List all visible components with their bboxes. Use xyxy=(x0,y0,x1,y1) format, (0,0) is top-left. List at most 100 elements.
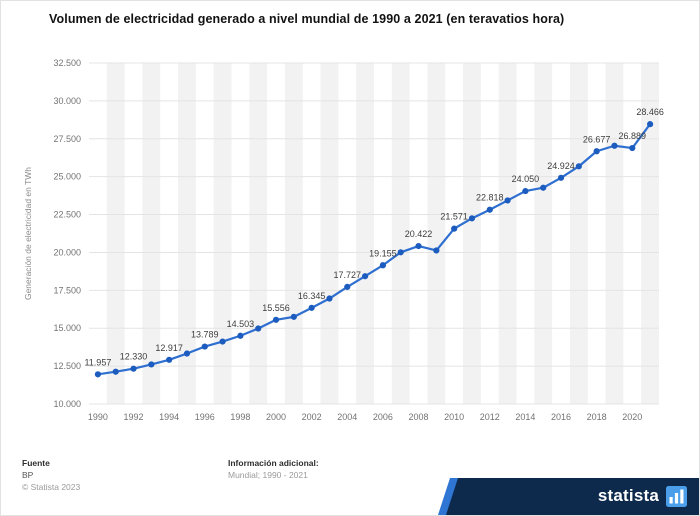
point-label: 12.917 xyxy=(155,343,183,353)
copyright-text: © Statista 2023 xyxy=(22,482,81,492)
plot-stripe xyxy=(463,63,481,404)
plot-stripe xyxy=(284,63,303,404)
data-point[interactable] xyxy=(166,356,173,363)
point-label: 19.155 xyxy=(369,248,397,258)
data-point[interactable] xyxy=(130,365,137,372)
x-tick-label: 1998 xyxy=(230,412,250,422)
x-tick-label: 2008 xyxy=(409,412,429,422)
x-tick-label: 2004 xyxy=(337,412,357,422)
x-tick-label: 1994 xyxy=(159,412,179,422)
y-tick-label: 10.000 xyxy=(53,399,81,409)
page-title: Volumen de electricidad generado a nivel… xyxy=(49,12,565,26)
plot-stripe xyxy=(427,63,446,404)
data-point[interactable] xyxy=(112,368,119,375)
data-point[interactable] xyxy=(361,273,369,280)
x-tick-label: 2002 xyxy=(302,412,322,422)
x-tick-label: 2012 xyxy=(480,412,500,422)
point-label: 16.345 xyxy=(298,291,326,301)
x-tick-label: 2000 xyxy=(266,412,286,422)
y-tick-label: 30.000 xyxy=(53,96,81,106)
x-tick-label: 2020 xyxy=(622,412,642,422)
data-point[interactable] xyxy=(272,316,280,323)
point-label: 22.818 xyxy=(476,193,504,203)
y-tick-label: 32.500 xyxy=(53,58,81,68)
y-axis-title: Generación de electricidad en TWh xyxy=(23,167,33,300)
x-tick-label: 2006 xyxy=(373,412,393,422)
data-point[interactable] xyxy=(433,247,440,254)
data-line xyxy=(96,123,652,376)
x-tick-label: 1990 xyxy=(88,412,108,422)
plot-stripe xyxy=(142,63,161,404)
data-point[interactable] xyxy=(486,206,493,213)
data-point[interactable] xyxy=(308,304,315,311)
data-point[interactable] xyxy=(540,184,547,191)
x-tick-label: 1992 xyxy=(124,412,144,422)
data-point[interactable] xyxy=(255,325,262,332)
source-heading: Fuente xyxy=(22,458,50,468)
plot-stripe xyxy=(249,63,268,404)
y-tick-label: 15.000 xyxy=(53,323,81,333)
data-point[interactable] xyxy=(415,242,422,250)
x-tick-label: 2016 xyxy=(551,412,571,422)
plot-stripe xyxy=(391,63,410,404)
data-point[interactable] xyxy=(629,144,636,152)
data-point[interactable] xyxy=(575,163,582,170)
y-tick-label: 12.500 xyxy=(53,361,81,371)
data-point[interactable] xyxy=(94,371,102,378)
plot-stripe xyxy=(320,63,339,404)
info-heading: Información adicional: xyxy=(228,458,319,468)
point-label: 13.789 xyxy=(191,330,219,340)
plot-stripe xyxy=(605,63,624,404)
source-name[interactable]: BP xyxy=(22,470,34,480)
plot-stripe xyxy=(569,63,588,404)
x-tick-label: 2010 xyxy=(444,412,464,422)
brand-wordmark: statista xyxy=(597,486,659,505)
data-point[interactable] xyxy=(326,295,333,302)
data-point[interactable] xyxy=(379,262,387,269)
y-tick-label: 25.000 xyxy=(53,172,81,182)
data-point[interactable] xyxy=(397,249,404,256)
plot-stripe xyxy=(106,63,125,404)
data-point[interactable] xyxy=(468,215,476,222)
plot-stripe xyxy=(641,63,659,404)
data-point[interactable] xyxy=(201,343,208,350)
y-tick-label: 20.000 xyxy=(53,247,81,257)
point-label: 12.330 xyxy=(120,352,148,362)
source-block: Fuente BP © Statista 2023 xyxy=(22,457,80,493)
data-point[interactable] xyxy=(183,350,191,357)
data-point[interactable] xyxy=(504,197,511,204)
data-point[interactable] xyxy=(611,142,618,149)
x-tick-label: 2014 xyxy=(515,412,535,422)
data-point[interactable] xyxy=(219,338,226,345)
point-label: 24.050 xyxy=(512,174,540,184)
plot-stripe xyxy=(498,63,517,404)
data-point[interactable] xyxy=(148,361,155,368)
data-point[interactable] xyxy=(557,174,565,181)
data-point[interactable] xyxy=(522,187,529,195)
data-point[interactable] xyxy=(451,225,458,232)
point-label: 26.677 xyxy=(583,134,611,144)
electricity-line-chart: 10.000 12.500 15.000 17.500 20.000 22.500 25.0… xyxy=(23,58,664,422)
data-point[interactable] xyxy=(290,313,297,320)
point-label: 21.571 xyxy=(440,212,468,222)
data-point[interactable] xyxy=(593,148,600,155)
data-point[interactable] xyxy=(344,283,351,290)
info-text: Mundial; 1990 - 2021 xyxy=(228,470,308,480)
additional-info-block: Información adicional: Mundial; 1990 - 2… xyxy=(228,457,319,481)
point-label: 15.556 xyxy=(262,303,290,313)
point-label: 17.727 xyxy=(334,270,362,280)
y-tick-label: 27.500 xyxy=(53,134,81,144)
y-tick-label: 22.500 xyxy=(53,210,81,220)
x-tick-label: 2018 xyxy=(587,412,607,422)
point-label: 11.957 xyxy=(84,357,111,367)
y-tick-label: 17.500 xyxy=(53,285,81,295)
plot-stripe xyxy=(178,63,196,404)
point-label: 26.889 xyxy=(619,131,647,141)
brand-bar: statista xyxy=(461,478,699,515)
data-point[interactable] xyxy=(237,332,244,339)
x-tick-label: 1996 xyxy=(195,412,215,422)
data-point[interactable] xyxy=(646,121,654,128)
point-label: 20.422 xyxy=(405,229,433,239)
plot-stripe xyxy=(534,63,553,404)
